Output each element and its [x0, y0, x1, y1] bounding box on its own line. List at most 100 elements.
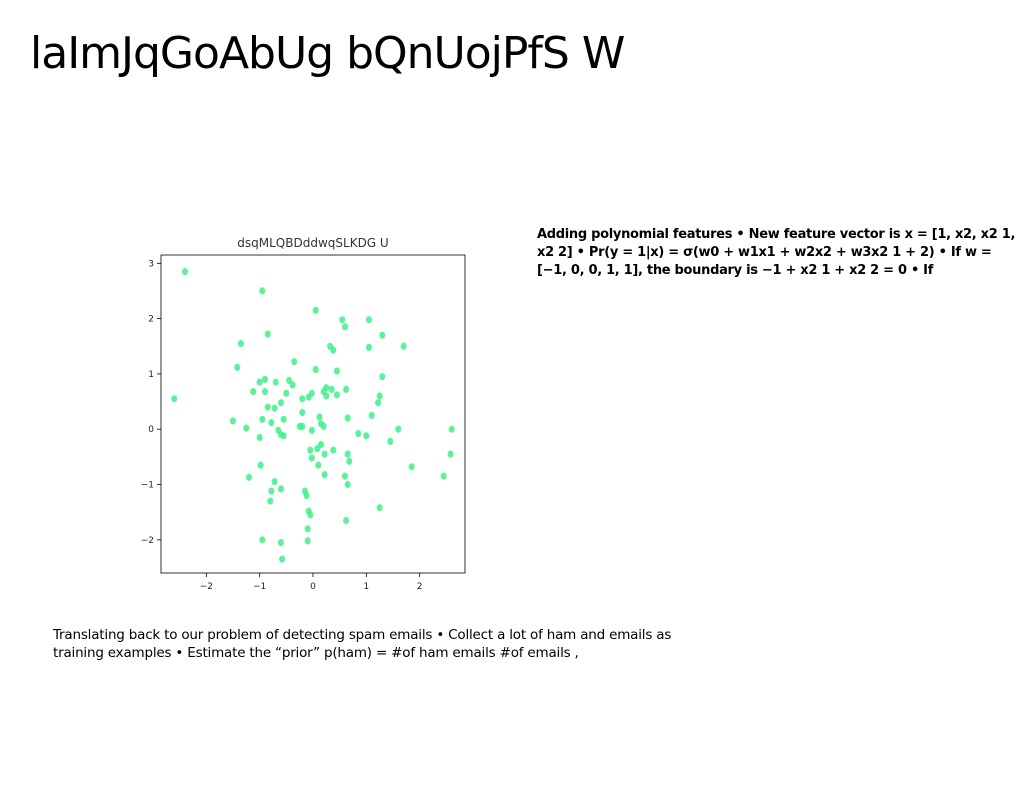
y-tick-label: −2	[141, 536, 154, 546]
scatter-point	[246, 473, 252, 481]
scatter-point	[395, 425, 402, 433]
scatter-point	[312, 306, 319, 314]
scatter-point	[339, 316, 346, 324]
scatter-point	[321, 450, 328, 458]
y-tick-label: 2	[148, 315, 154, 325]
scatter-point	[268, 487, 275, 495]
y-tick-label: 0	[148, 425, 154, 435]
scatter-point	[379, 373, 386, 381]
x-tick-label: 2	[417, 582, 423, 592]
scatter-point	[447, 450, 454, 458]
side-text: Adding polynomial features • New feature…	[537, 227, 1016, 278]
y-tick-label: −1	[141, 481, 154, 491]
scatter-point	[334, 391, 340, 399]
scatter-point	[250, 388, 257, 396]
scatter-point	[346, 457, 353, 465]
scatter-point	[344, 450, 351, 458]
scatter-point	[323, 392, 330, 400]
scatter-point	[308, 426, 315, 434]
scatter-point	[308, 454, 315, 462]
bottom-text: Translating back to our problem of detec…	[53, 627, 672, 661]
plot-frame	[160, 254, 466, 574]
scatter-point	[238, 339, 244, 348]
scatter-point	[279, 555, 286, 563]
scatter-point	[314, 445, 321, 453]
y-axis-ticks: 3 2 1 0 −1 −2	[141, 259, 161, 546]
scatter-point	[271, 478, 278, 486]
x-axis-ticks: −2 −1 0 1 2	[200, 573, 423, 592]
scatter-point	[259, 536, 266, 544]
scatter-point	[280, 432, 287, 440]
chart-title: dsqMLQBDddwqSLKDG U	[237, 236, 388, 250]
scatter-point	[264, 403, 271, 411]
scatter-point	[267, 497, 274, 505]
scatter-points	[171, 268, 455, 563]
scatter-point	[344, 480, 351, 489]
scatter-point	[283, 389, 290, 397]
scatter-point	[257, 461, 264, 469]
scatter-point	[278, 539, 284, 547]
scatter-point	[328, 385, 335, 393]
x-tick-label: 0	[310, 582, 316, 592]
scatter-point	[440, 472, 447, 480]
scatter-point	[363, 432, 370, 440]
scatter-point	[343, 385, 350, 393]
scatter-point	[262, 388, 268, 396]
scatter-point	[299, 395, 306, 403]
scatter-point	[280, 415, 287, 423]
scatter-point	[387, 437, 394, 445]
scatter-point	[259, 415, 266, 423]
scatter-point	[330, 346, 337, 354]
scatter-point	[268, 419, 275, 427]
scatter-point	[264, 330, 271, 338]
scatter-point	[376, 392, 383, 400]
scatter-point	[289, 381, 296, 389]
scatter-point	[243, 424, 250, 432]
scatter-point	[256, 433, 263, 442]
scatter-point	[303, 492, 310, 500]
scatter-chart: dsqMLQBDddwqSLKDG U −2 −1 0 1 2 3 2 1 0 −1 −2	[141, 236, 466, 592]
x-tick-label: −2	[200, 582, 213, 592]
scatter-point	[307, 446, 314, 454]
scatter-point	[342, 472, 348, 480]
scatter-point	[299, 409, 306, 417]
scatter-point	[304, 537, 311, 545]
scatter-point	[271, 404, 278, 412]
scatter-point	[230, 417, 236, 425]
scatter-point	[379, 331, 386, 339]
y-tick-label: 3	[148, 259, 154, 269]
y-tick-label: 1	[148, 370, 154, 380]
scatter-point	[259, 287, 266, 295]
scatter-point	[304, 525, 311, 533]
scatter-figure: dsqMLQBDddwqSLKDG U −2 −1 0 1 2 3 2 1 0 −1 −2	[130, 226, 480, 600]
scatter-point	[234, 363, 241, 371]
scatter-point	[312, 365, 319, 374]
scatter-point	[278, 399, 284, 407]
scatter-point	[286, 376, 292, 385]
scatter-point	[408, 463, 415, 471]
scatter-point	[321, 471, 328, 479]
scatter-point	[366, 343, 372, 351]
scatter-point	[448, 425, 455, 433]
scatter-point	[334, 367, 340, 375]
scatter-point	[375, 399, 382, 407]
scatter-point	[344, 414, 351, 422]
scatter-point	[171, 395, 178, 403]
scatter-point	[355, 430, 362, 438]
slide-title: laImJqGoAbUg bQnUojPfS W	[30, 28, 625, 79]
scatter-point	[272, 378, 279, 386]
scatter-point	[400, 342, 407, 350]
scatter-point	[291, 358, 298, 366]
scatter-point	[330, 446, 337, 454]
x-tick-label: −1	[253, 582, 266, 592]
scatter-point	[278, 485, 284, 493]
scatter-point	[307, 511, 314, 519]
scatter-point	[366, 316, 372, 324]
scatter-point	[343, 516, 350, 525]
x-tick-label: 1	[363, 582, 369, 592]
scatter-point	[342, 323, 348, 331]
scatter-point	[256, 378, 263, 386]
scatter-point	[305, 393, 312, 401]
scatter-point	[316, 413, 323, 421]
scatter-point	[318, 420, 324, 428]
